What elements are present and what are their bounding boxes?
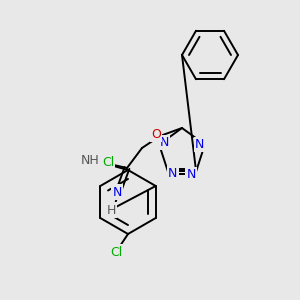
- Text: N: N: [195, 138, 205, 151]
- Text: O: O: [151, 128, 161, 140]
- Text: Cl: Cl: [110, 245, 122, 259]
- Text: N: N: [168, 167, 178, 180]
- Text: N: N: [112, 185, 122, 199]
- Text: H: H: [106, 203, 116, 217]
- Text: Cl: Cl: [102, 157, 114, 169]
- Text: 2: 2: [107, 161, 113, 171]
- Text: NH: NH: [81, 154, 100, 167]
- Text: N: N: [160, 136, 169, 149]
- Text: N: N: [186, 168, 196, 181]
